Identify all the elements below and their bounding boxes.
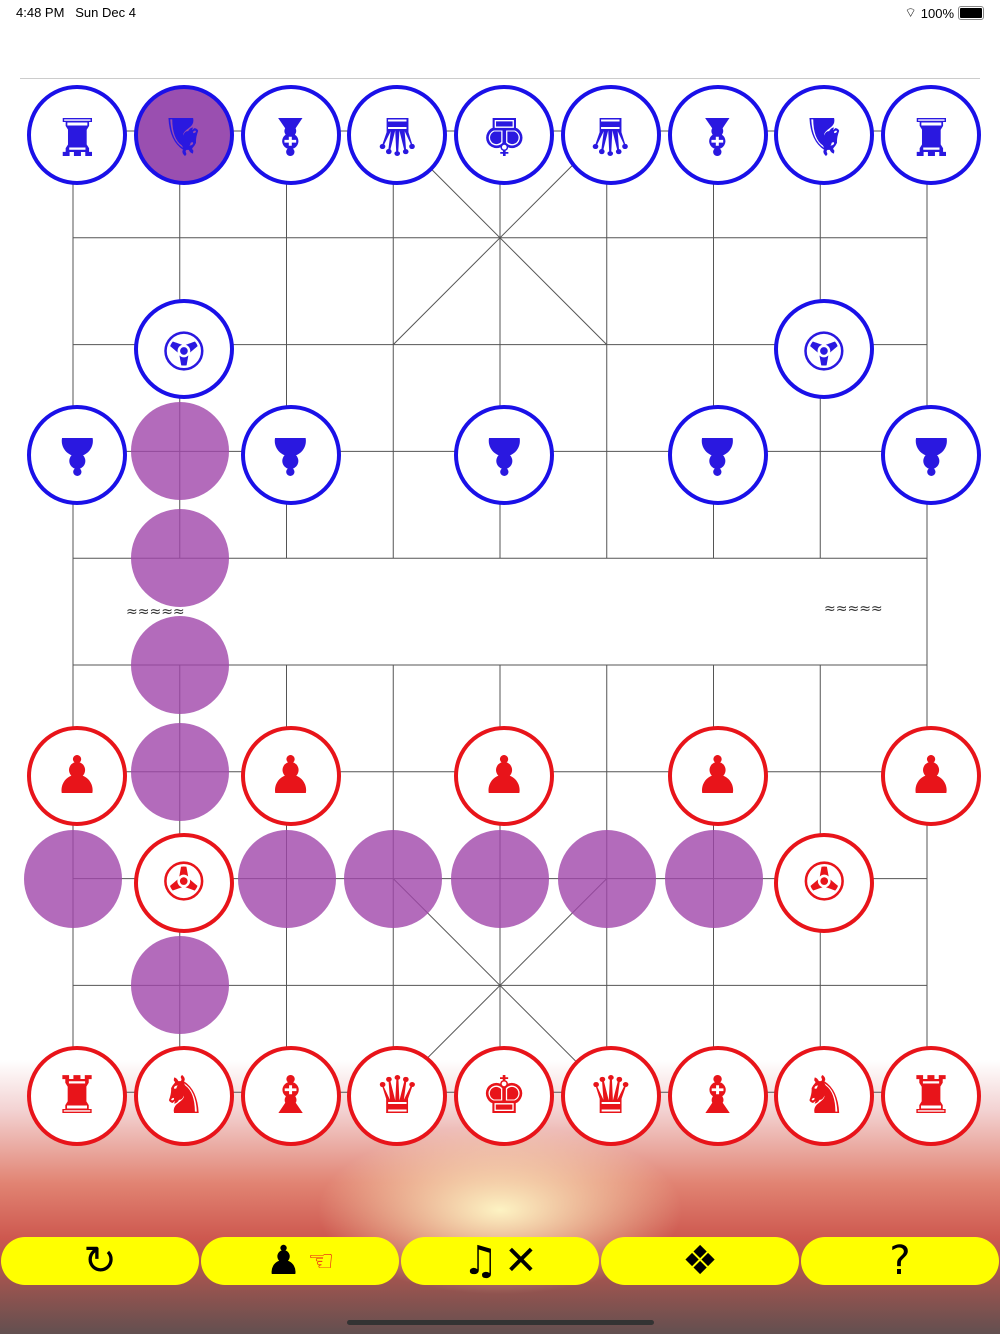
help-button[interactable]: ?	[801, 1237, 999, 1285]
horse-icon: ♞	[800, 1066, 848, 1127]
home-indicator[interactable]	[347, 1320, 654, 1325]
advisor-icon: ♛	[373, 1066, 421, 1127]
general-icon: ♚	[480, 105, 528, 165]
wifi-icon: ⌔	[904, 5, 917, 20]
red-cannon-piece[interactable]: ✇	[133, 832, 234, 933]
advisor-icon: ♛	[373, 105, 421, 165]
soldier-icon: ♟	[267, 425, 314, 486]
soldier-icon: ♟	[480, 745, 528, 806]
blue-advisor-piece[interactable]: ♛	[560, 85, 661, 185]
red-general-piece[interactable]: ♚	[454, 1046, 554, 1147]
soldier-icon: ♟	[53, 425, 101, 486]
red-advisor-piece[interactable]: ♛	[560, 1046, 661, 1147]
move-marker[interactable]	[237, 829, 336, 928]
river-mark-left: ≈≈≈≈≈	[126, 604, 185, 620]
red-cannon-piece[interactable]: ✇	[774, 832, 875, 933]
restart-icon: ↻	[83, 1238, 117, 1284]
cannon-icon: ✇	[802, 318, 847, 379]
sound-toggle-button[interactable]: ♫ ✕	[401, 1237, 599, 1285]
move-marker[interactable]	[130, 722, 229, 821]
music-note-icon: ♫	[462, 1238, 499, 1284]
mute-x-icon: ✕	[504, 1238, 538, 1284]
blue-soldier-piece[interactable]: ♟	[27, 405, 127, 506]
blue-horse-piece[interactable]: ♞	[774, 85, 875, 185]
elephant-icon: ♝	[267, 1066, 314, 1127]
red-soldier-piece[interactable]: ♟	[27, 725, 127, 826]
horse-icon: ♞	[160, 105, 208, 165]
soldier-icon: ♟	[907, 745, 955, 806]
red-horse-piece[interactable]: ♞	[133, 1046, 234, 1147]
advisor-icon: ♛	[587, 1066, 635, 1127]
move-marker[interactable]	[557, 829, 656, 928]
red-elephant-piece[interactable]: ♝	[667, 1046, 768, 1147]
blue-general-piece[interactable]: ♚	[454, 85, 554, 185]
elephant-icon: ♝	[694, 105, 741, 165]
red-chariot-piece[interactable]: ♜	[27, 1046, 127, 1147]
blue-cannon-piece[interactable]: ✇	[133, 298, 234, 399]
advisor-icon: ♛	[587, 105, 635, 165]
chariot-icon: ♜	[907, 1066, 955, 1127]
blue-chariot-piece[interactable]: ♜	[881, 85, 981, 185]
red-horse-piece[interactable]: ♞	[774, 1046, 875, 1147]
pawn-icon: ♟	[265, 1238, 302, 1284]
status-right: ⌔ 100%	[905, 5, 984, 21]
blue-soldier-piece[interactable]: ♟	[454, 405, 554, 506]
status-time: 4:48 PM Sun Dec 4	[16, 5, 136, 20]
toolbar: ↻ ♟ ☜ ♫ ✕ ❖ ?	[0, 1237, 1000, 1285]
soldier-icon: ♟	[907, 425, 955, 486]
move-marker[interactable]	[130, 402, 229, 501]
cannon-icon: ✇	[161, 318, 206, 379]
move-marker[interactable]	[130, 936, 229, 1035]
chariot-icon: ♜	[53, 105, 101, 165]
soldier-icon: ♟	[480, 425, 528, 486]
red-soldier-piece[interactable]: ♟	[454, 725, 554, 826]
general-icon: ♚	[480, 1066, 528, 1127]
river-mark-right: ≈≈≈≈≈	[824, 601, 883, 617]
chariot-icon: ♜	[53, 1066, 101, 1127]
move-marker[interactable]	[344, 829, 443, 928]
red-elephant-piece[interactable]: ♝	[240, 1046, 341, 1147]
soldier-icon: ♟	[694, 745, 741, 806]
elephant-icon: ♝	[267, 105, 314, 165]
restart-button[interactable]: ↻	[1, 1237, 199, 1285]
blue-soldier-piece[interactable]: ♟	[881, 405, 981, 506]
red-soldier-piece[interactable]: ♟	[240, 725, 341, 826]
red-chariot-piece[interactable]: ♜	[881, 1046, 981, 1147]
battery-percent: 100%	[920, 5, 954, 21]
top-divider	[20, 78, 980, 79]
blue-chariot-piece[interactable]: ♜	[27, 85, 127, 185]
move-marker[interactable]	[130, 509, 229, 608]
chariot-icon: ♜	[907, 105, 955, 165]
red-advisor-piece[interactable]: ♛	[347, 1046, 448, 1147]
hint-button[interactable]: ♟ ☜	[201, 1237, 399, 1285]
move-marker[interactable]	[451, 829, 549, 928]
move-marker[interactable]	[130, 616, 229, 714]
horse-icon: ♞	[160, 1066, 208, 1127]
menu-button[interactable]: ❖	[601, 1237, 799, 1285]
diamond-menu-icon: ❖	[682, 1238, 718, 1284]
blue-elephant-piece[interactable]: ♝	[240, 85, 341, 185]
soldier-icon: ♟	[53, 745, 101, 806]
move-marker[interactable]	[664, 829, 763, 928]
blue-cannon-piece[interactable]: ✇	[774, 298, 875, 399]
elephant-icon: ♝	[694, 1066, 741, 1127]
cannon-icon: ✇	[161, 852, 206, 913]
status-bar: 4:48 PM Sun Dec 4 ⌔ 100%	[0, 0, 1000, 24]
blue-soldier-piece[interactable]: ♟	[667, 405, 768, 506]
cannon-icon: ✇	[802, 852, 847, 913]
blue-soldier-piece[interactable]: ♟	[240, 405, 341, 506]
blue-elephant-piece[interactable]: ♝	[667, 85, 768, 185]
horse-icon: ♞	[800, 105, 848, 165]
red-soldier-piece[interactable]: ♟	[881, 725, 981, 826]
blue-advisor-piece[interactable]: ♛	[347, 85, 448, 185]
help-icon: ?	[889, 1238, 911, 1284]
red-soldier-piece[interactable]: ♟	[667, 725, 768, 826]
move-marker[interactable]	[24, 829, 122, 928]
soldier-icon: ♟	[267, 745, 314, 806]
blue-horse-piece[interactable]: ♞	[133, 85, 234, 185]
palace-diagonal	[392, 130, 608, 345]
pointing-hand-icon: ☜	[307, 1243, 335, 1279]
battery-icon	[958, 6, 984, 20]
soldier-icon: ♟	[694, 425, 741, 486]
